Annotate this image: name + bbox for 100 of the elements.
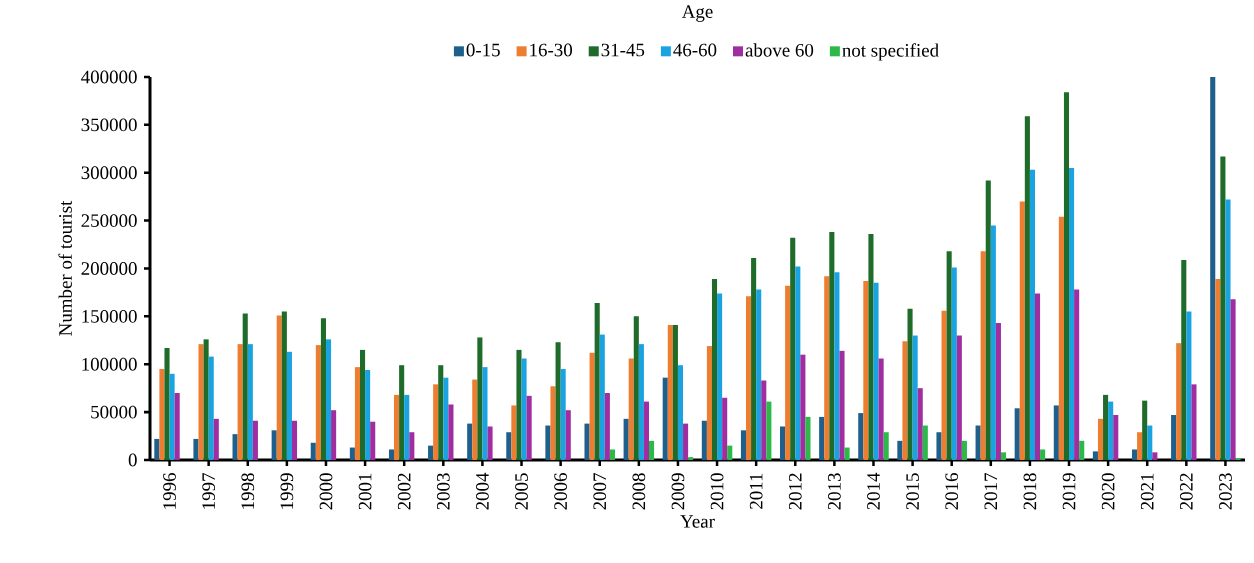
bar (599, 334, 605, 460)
x-tick-label: 2002 (397, 473, 411, 510)
bar (477, 337, 483, 460)
bar (203, 339, 209, 460)
bar (1186, 311, 1192, 460)
bar (1230, 299, 1236, 460)
bar (174, 392, 180, 460)
y-tick-label: 250000 (81, 214, 137, 228)
bar (609, 449, 615, 460)
bar (785, 285, 791, 460)
x-tick-label: 1998 (241, 473, 255, 509)
chart-title: Age (681, 5, 713, 22)
bar (706, 346, 712, 460)
bar (320, 318, 326, 460)
bar (805, 416, 811, 460)
bar (1210, 77, 1216, 460)
x-tick-label: 2022 (1179, 473, 1193, 510)
bar (1040, 449, 1046, 460)
bar (594, 302, 600, 460)
x-tick-label: 2023 (1219, 473, 1232, 510)
bar (443, 377, 449, 460)
bar (1019, 201, 1025, 460)
bar (956, 335, 962, 460)
bar (912, 335, 918, 460)
bar (633, 316, 639, 460)
bar (448, 404, 454, 460)
bar (1176, 343, 1182, 460)
bar (844, 447, 850, 460)
bar (936, 432, 942, 460)
bar (1074, 289, 1080, 460)
bar (907, 308, 913, 460)
bar (1225, 199, 1231, 460)
bar (727, 445, 733, 460)
bar (649, 440, 655, 460)
bar (232, 434, 238, 460)
bar (526, 395, 532, 460)
x-tick-label: 1997 (202, 473, 216, 509)
x-tick-label: 2015 (906, 473, 919, 510)
bar (623, 418, 629, 460)
bar (1103, 394, 1109, 460)
bar (628, 358, 634, 460)
bar (946, 251, 952, 460)
bar (688, 457, 694, 460)
x-tick-label: 2019 (1062, 473, 1076, 510)
bar (584, 423, 590, 460)
y-tick-label: 300000 (81, 166, 137, 180)
bar (868, 234, 874, 460)
bar (917, 388, 923, 460)
bar (1053, 405, 1059, 460)
bar (237, 344, 243, 460)
x-tick-label: 2003 (436, 473, 450, 510)
bar (1181, 259, 1187, 460)
x-tick-label: 2007 (593, 473, 607, 510)
bar (834, 272, 840, 460)
bar (1113, 415, 1119, 460)
bar (961, 440, 967, 460)
bar (766, 401, 772, 460)
bar (193, 438, 199, 460)
bar (550, 386, 556, 460)
bar (1137, 432, 1143, 460)
bar (1131, 449, 1138, 460)
bar (677, 365, 684, 460)
bar (711, 279, 718, 460)
bar (839, 350, 845, 460)
x-tick-label: 2017 (984, 473, 998, 510)
bar (883, 432, 889, 460)
bar (291, 420, 298, 460)
bar (701, 420, 707, 460)
bar (286, 351, 292, 460)
bar (354, 367, 360, 460)
bar (154, 438, 160, 460)
bar (365, 369, 371, 460)
bar (638, 344, 644, 460)
x-axis-title: Year (680, 515, 715, 528)
y-tick-label: 400000 (81, 70, 137, 84)
bar (433, 384, 439, 460)
bar (1069, 167, 1075, 460)
bar (829, 232, 835, 460)
bar (545, 425, 551, 460)
bar (331, 410, 337, 460)
bar (756, 289, 762, 460)
x-tick-label: 2008 (632, 473, 646, 510)
bar (208, 356, 214, 460)
bar (780, 426, 786, 460)
x-tick-label: 2012 (788, 473, 802, 510)
bar (1079, 440, 1085, 460)
x-tick-label: 2021 (1140, 473, 1154, 510)
bar (819, 416, 825, 460)
y-tick-label: 50000 (91, 405, 137, 419)
bar (667, 324, 673, 460)
bar (985, 180, 991, 460)
bar (325, 339, 332, 460)
bar (438, 365, 444, 460)
y-tick-label: 100000 (82, 357, 137, 371)
bar (1142, 400, 1148, 460)
x-tick-label: 2016 (945, 473, 959, 510)
x-tick-label: 2013 (828, 473, 841, 510)
bar (370, 421, 376, 460)
bar (902, 341, 908, 460)
bar (951, 267, 957, 460)
